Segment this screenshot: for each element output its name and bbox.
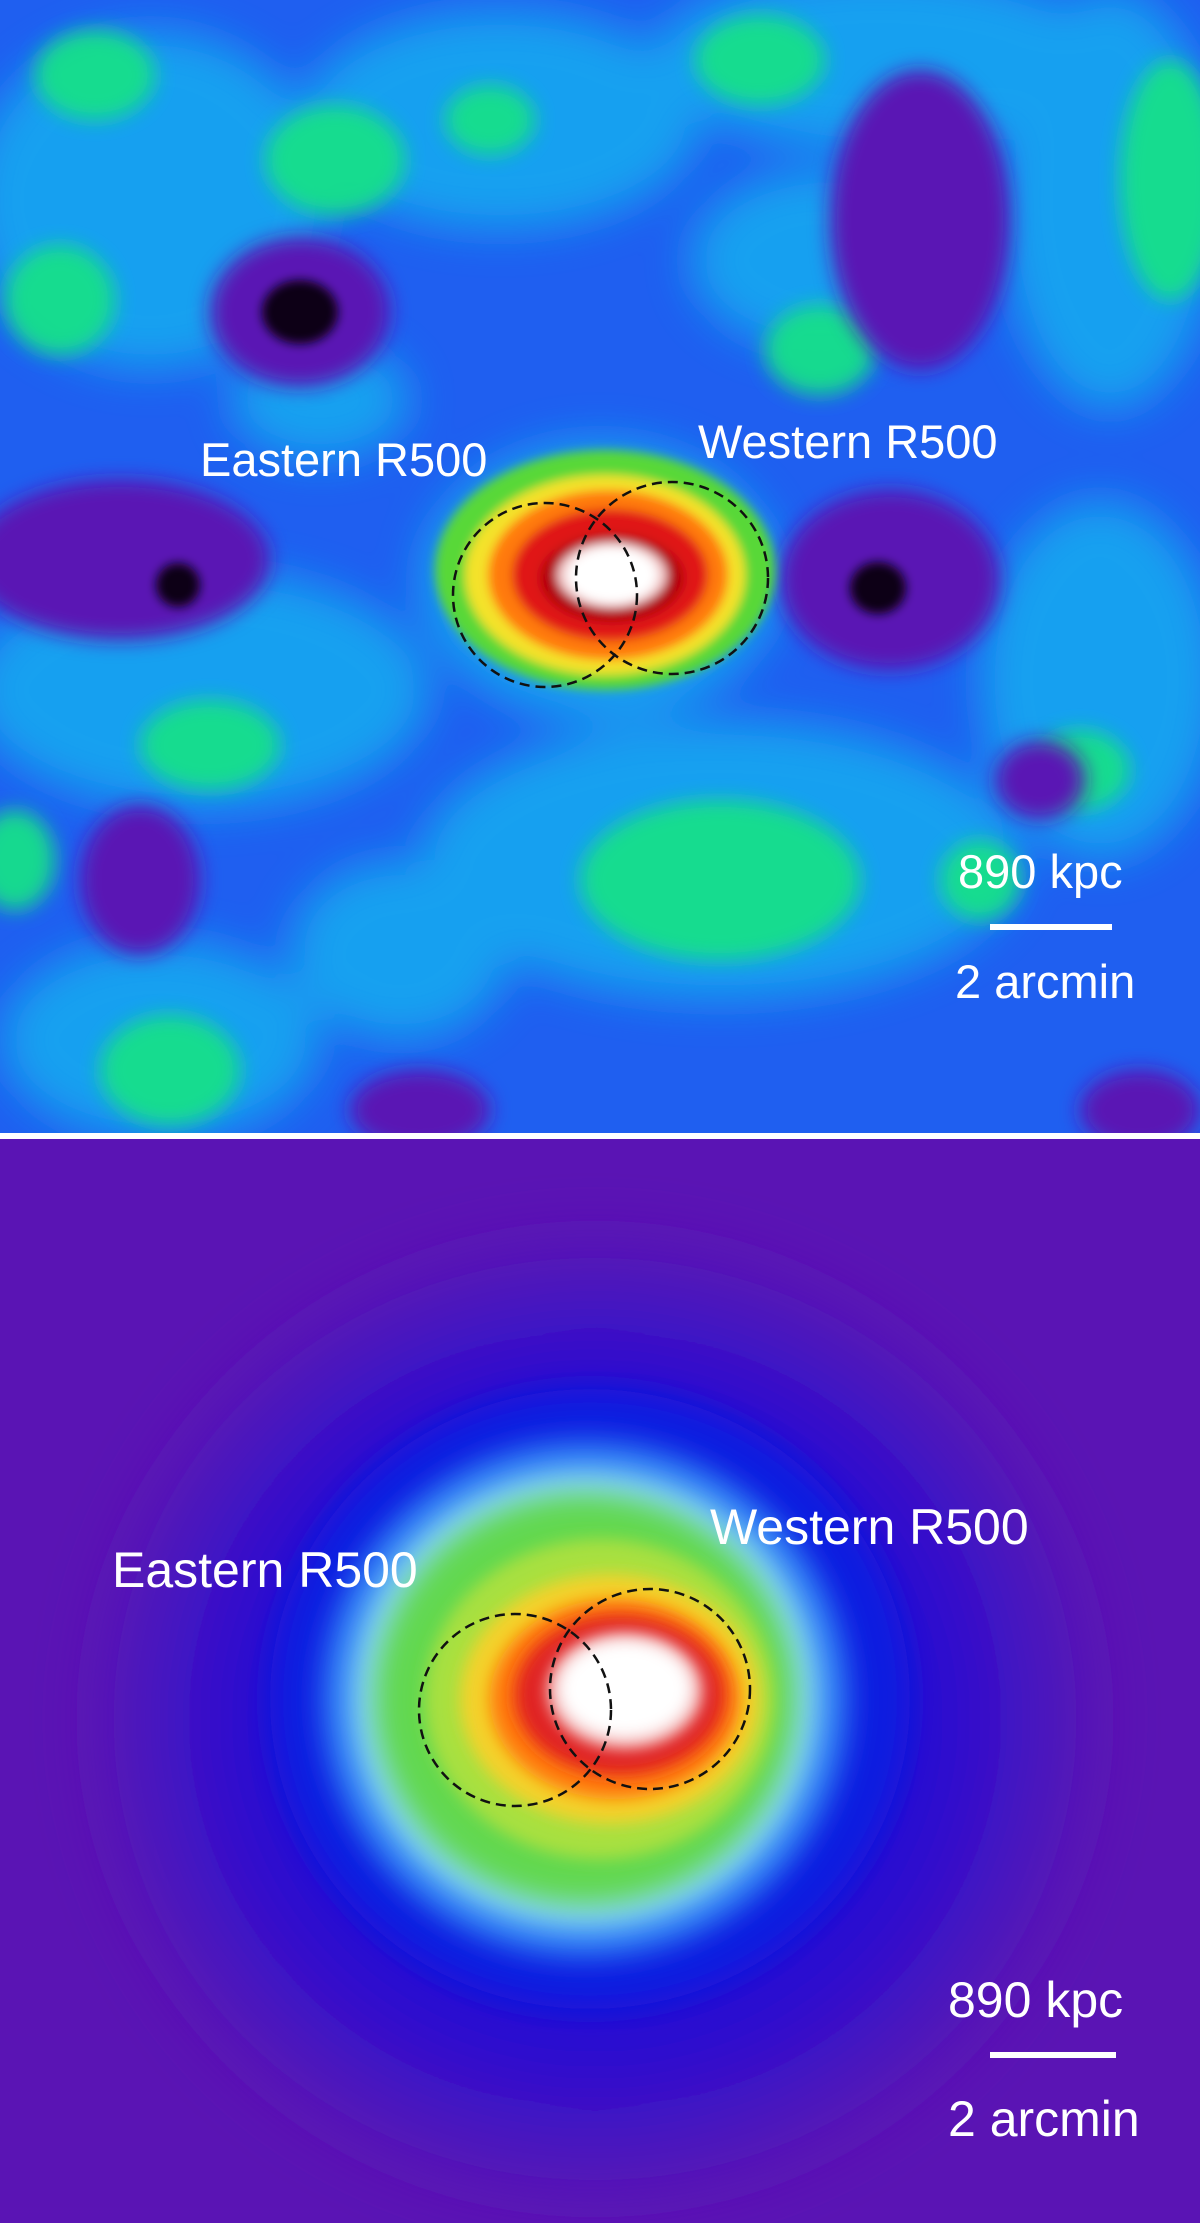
eastern-r500-circle [451, 501, 639, 689]
observed-map-image [0, 0, 1200, 1133]
western-r500-label: Western R500 [710, 1499, 1029, 1555]
scale-distance-label: 890 kpc [948, 1972, 1124, 2028]
scale-bar [990, 924, 1112, 930]
eastern-r500-label: Eastern R500 [200, 433, 488, 486]
scale-bar [990, 2052, 1116, 2058]
scale-distance-label: 890 kpc [958, 845, 1123, 898]
panel-divider [0, 1133, 1200, 1139]
eastern-r500-circle [417, 1612, 613, 1808]
model-map-image [0, 1139, 1200, 2223]
western-r500-circle [574, 480, 770, 676]
eastern-r500-label: Eastern R500 [112, 1542, 418, 1598]
scale-angle-label: 2 arcmin [948, 2091, 1140, 2147]
observed-map-panel: Eastern R500 Western R500 890 kpc 2 arcm… [0, 0, 1200, 1133]
western-r500-label: Western R500 [698, 415, 998, 468]
model-map-panel: Eastern R500 Western R500 890 kpc 2 arcm… [0, 1139, 1200, 2223]
scale-angle-label: 2 arcmin [955, 955, 1136, 1008]
western-r500-circle [548, 1587, 752, 1791]
